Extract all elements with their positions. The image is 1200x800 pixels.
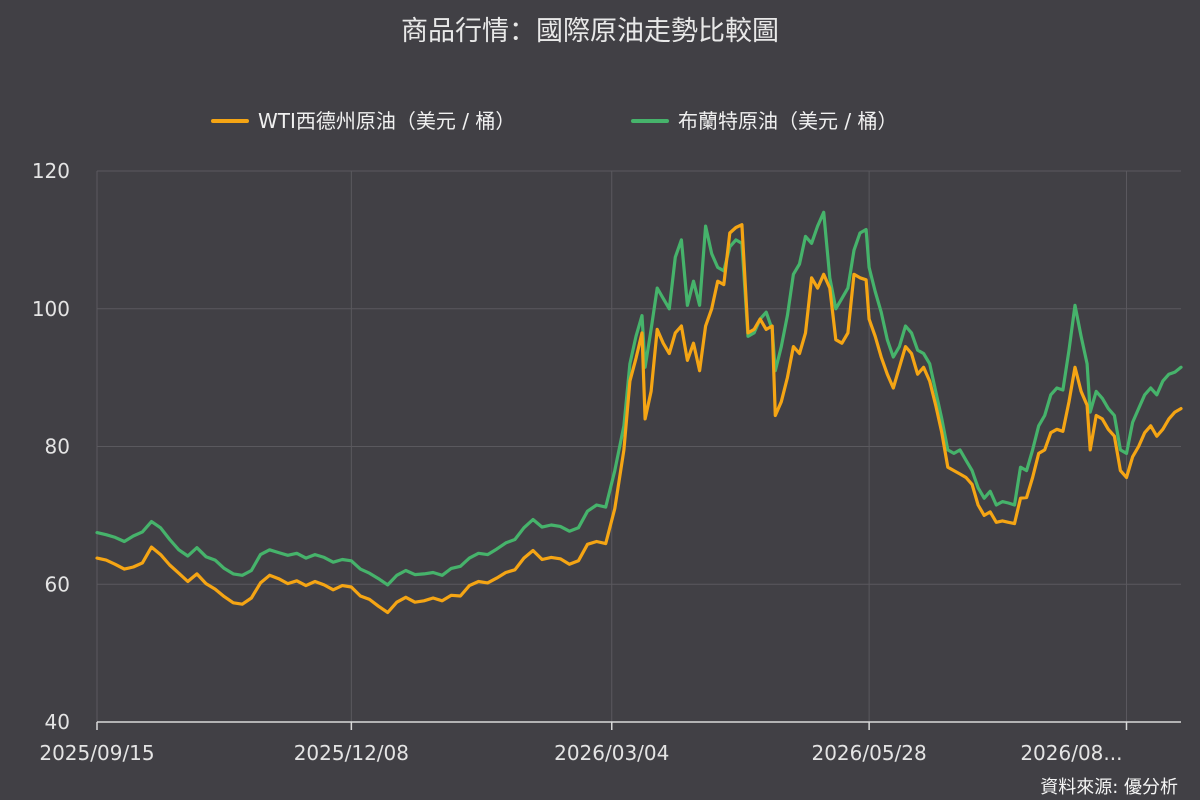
source-note: 資料來源: 優分析 bbox=[1040, 777, 1178, 798]
tick-labels: 40 60 80 100 120 2025/09/15 2025/12/08 2026/03/… bbox=[32, 159, 1123, 765]
x-tick-label: 2025/12/08 bbox=[294, 741, 409, 765]
y-tick-label: 100 bbox=[32, 297, 70, 321]
chart-title: 商品行情：國際原油走勢比較圖 bbox=[401, 16, 779, 47]
x-tick-label: 2025/09/15 bbox=[39, 741, 154, 765]
x-tick-label: 2026/03/04 bbox=[554, 741, 669, 765]
x-tick-label: 2026/05/28 bbox=[811, 741, 926, 765]
y-tick-label: 60 bbox=[45, 572, 70, 596]
grid bbox=[96, 170, 1181, 722]
series-lines bbox=[95, 210, 1183, 615]
y-tick-label: 40 bbox=[45, 710, 70, 734]
legend: WTI西德州原油（美元 / 桶） 布蘭特原油（美元 / 桶） bbox=[211, 109, 897, 133]
y-tick-label: 80 bbox=[45, 435, 70, 459]
wti-line bbox=[95, 223, 1183, 615]
axes bbox=[96, 721, 1181, 730]
brent-line bbox=[95, 210, 1183, 587]
legend-label: WTI西德州原油（美元 / 桶） bbox=[258, 109, 515, 133]
y-tick-label: 120 bbox=[32, 159, 70, 183]
legend-label: 布蘭特原油（美元 / 桶） bbox=[678, 109, 897, 133]
x-tick-label: 2026/08... bbox=[1020, 741, 1122, 765]
